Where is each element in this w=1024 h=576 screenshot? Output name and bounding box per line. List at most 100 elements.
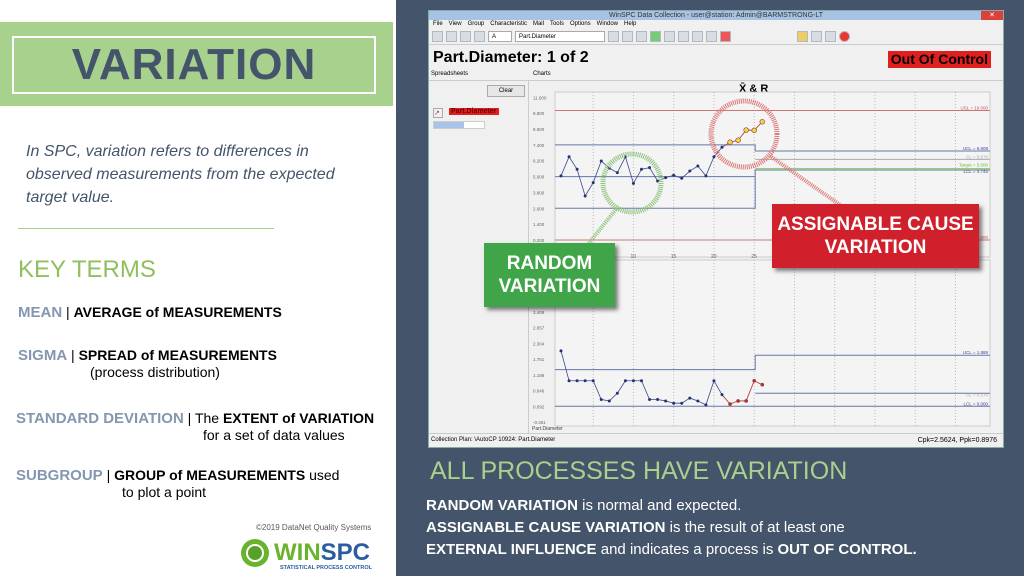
x-tick-label: 15 [671,254,677,260]
menu-item-characteristic[interactable]: Characteristic [490,21,527,27]
close-window-button[interactable]: ✕ [981,11,1003,20]
term-separator: | [62,304,74,320]
svg-text:WINSPC: WINSPC [274,539,370,566]
toolbar-button[interactable] [664,30,675,42]
arrow-right-icon[interactable] [622,30,633,42]
emphasis: OUT OF CONTROL. [777,541,917,558]
limit-label: UCL = 6.608 [963,146,989,151]
y-tick-label: 6.200 [533,159,545,164]
term-definition: SPREAD of MEASUREMENTS [78,347,277,363]
y-tick-label: 5.000 [533,175,545,180]
range-point [704,403,708,407]
emphasis: EXTERNAL INFLUENCE [426,541,597,558]
xbar-point [704,174,708,178]
all-processes-heading: ALL PROCESSES HAVE VARIATION [430,457,848,485]
term-definition: EXTENT of VARIATION [222,410,375,426]
range-point [712,379,716,383]
toolbar-button[interactable] [474,30,485,42]
term-detail: (process distribution) [90,364,220,380]
explanation-text: is normal and expected. [577,497,742,514]
toolbar-button[interactable] [460,30,471,42]
menu-item-window[interactable]: Window [596,21,619,27]
menu-item-group[interactable]: Group [467,21,485,27]
range-point [720,393,724,397]
xbar-point [751,127,757,134]
toolbar-button[interactable] [650,30,661,42]
status-badge: Out Of Control [887,51,991,68]
xbar-point [648,166,652,170]
range-point [696,399,700,403]
range-point [599,398,603,402]
title-banner: VARIATION [0,22,393,106]
y-tick-label: 1.400 [533,222,545,227]
term-detail: to plot a point [122,484,207,500]
toolbar-button[interactable] [446,30,457,42]
menu-item-options[interactable]: Options [569,21,591,27]
menu-item-view[interactable]: View [448,21,462,27]
menu-item-help[interactable]: Help [624,21,637,27]
toolbar-button[interactable] [720,30,731,42]
y-tick-label: 0.646 [533,389,545,394]
toolbar-button[interactable] [825,30,836,42]
x-tick-label: 10 [630,254,636,260]
limit-label: USL = 10.000 [961,106,989,111]
intro-text: In SPC, variation refers to differences … [26,143,335,206]
explanation-line: EXTERNAL INFLUENCE and indicates a proce… [426,539,1016,561]
y-tick-label: 2.304 [533,341,545,346]
folder-icon[interactable] [797,30,808,42]
toolbar-button[interactable] [811,30,822,42]
magnifier-handle [768,154,845,209]
range-point [607,399,611,403]
xbar-point [688,169,692,173]
toolbar-button[interactable] [432,30,443,42]
arrow-left-icon[interactable] [608,30,619,42]
y-tick-label: 3.409 [533,310,545,315]
progress-fill [434,122,464,128]
range-point [615,391,619,395]
term-sigma: SIGMA | SPREAD of MEASUREMENTS (process d… [18,347,277,380]
magnifier-handle [583,206,619,250]
y-tick-label: 1.751 [533,357,545,362]
explanation-line: ASSIGNABLE CAUSE VARIATION is the result… [426,517,1016,539]
clear-button[interactable]: Clear [487,85,525,97]
xbar-point [591,181,595,185]
y-tick-label: 2.600 [533,206,545,211]
pane-headers: Spreadsheets Charts [429,71,1003,81]
stop-icon[interactable] [839,30,850,42]
toolbar-button[interactable] [636,30,647,42]
toolbar-button[interactable] [678,30,689,42]
calculator-icon[interactable] [692,30,703,42]
xbar-point [559,174,563,178]
y-tick-label: 0.092 [533,404,545,409]
limit-label: Target = 5.000 [959,163,988,168]
explanation-line: RANDOM VARIATION is normal and expected. [426,495,1016,517]
term-detail: for a set of data values [203,427,345,443]
range-point [664,399,668,403]
y-tick-label: 2.857 [533,326,545,331]
y-tick-label: -0.461 [533,420,546,425]
range-point [728,402,732,406]
range-point [744,399,748,403]
xbar-point [672,173,676,177]
magnifier-random [600,151,664,215]
menu-item-file[interactable]: File [433,21,443,27]
refresh-icon[interactable] [706,30,717,42]
chart-type-select[interactable]: A [488,30,512,42]
y-tick-label: 0.200 [533,238,545,243]
range-point [680,401,684,405]
range-point [591,379,595,383]
y-tick-label: 3.800 [533,190,545,195]
xbar-point [656,179,660,183]
xbar-point [720,145,724,149]
characteristic-item[interactable]: Part.Diameter [449,108,499,115]
term-name: STANDARD DEVIATION [16,410,184,427]
menu-item-mail[interactable]: Mail [532,21,544,27]
range-point [752,378,756,383]
menu-item-tools[interactable]: Tools [549,21,564,27]
range-point [656,398,660,402]
characteristic-select[interactable]: Part.Diameter [515,30,605,42]
y-tick-label: 7.400 [533,143,545,148]
range-point [760,382,765,387]
window-title: WinSPC Data Collection - user@station: A… [429,11,1003,20]
xbar-point [575,167,579,171]
